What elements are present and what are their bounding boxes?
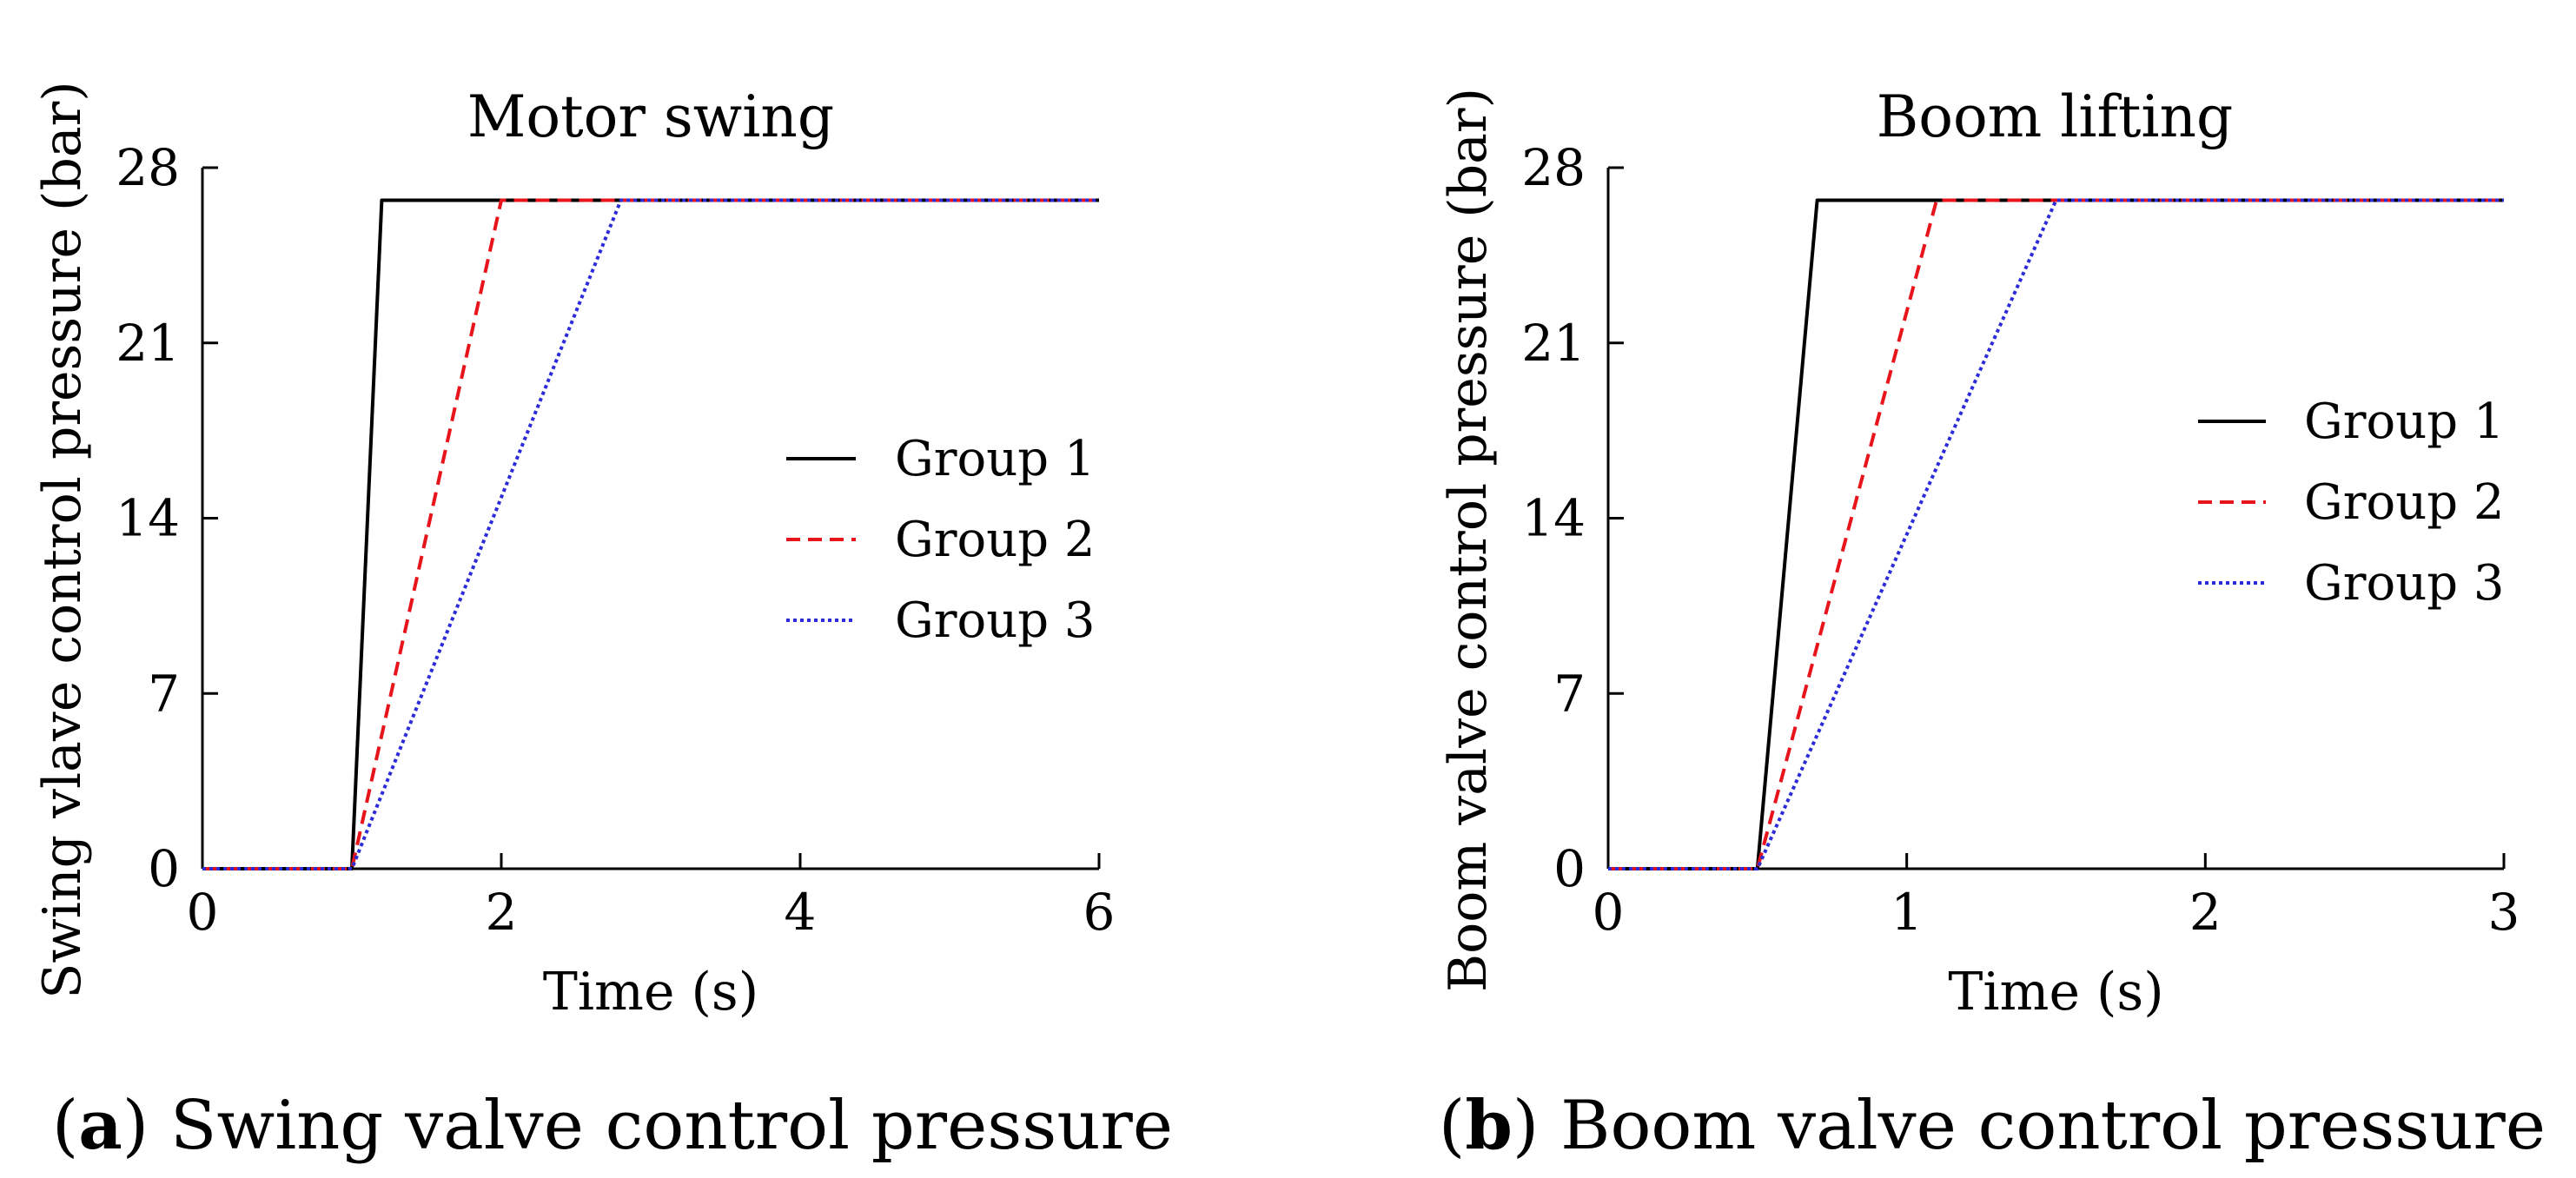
y-tick-label: 7 [148,664,180,723]
y-tick-label: 28 [1521,138,1586,197]
chart-title: Boom lifting [1877,83,2234,150]
y-tick-label: 14 [116,489,180,548]
series-line-group-3 [1608,198,2504,870]
x-tick-label: 1 [1891,883,1923,942]
x-tick-label: 0 [187,883,219,942]
x-tick-label: 2 [486,883,518,942]
x-axis-label: Time (s) [543,962,758,1022]
caption-text: Boom valve control pressure [1539,1087,2546,1165]
y-tick-label: 14 [1521,489,1586,548]
y-tick-label: 21 [1521,314,1586,373]
legend-label-group-2: Group 2 [895,512,1096,568]
caption-letter: b [1465,1086,1513,1165]
y-tick-label: 0 [1553,839,1586,898]
panel-a-motor-swing: Motor swing 0 7 14 21 28 0 2 4 6 Time (s) Swing vla… [32,81,1173,1165]
x-tick-label: 2 [2189,883,2222,942]
series-line-group-3 [202,198,1099,870]
panel-caption: (a) Swing valve control pressure [52,1086,1173,1165]
x-axis-label: Time (s) [1948,962,2163,1022]
x-tick-label: 6 [1083,883,1116,942]
y-tick-label: 7 [1553,664,1586,723]
y-axis-label: Swing vlave control pressure (bar) [32,81,93,998]
panel-caption: (b) Boom valve control pressure [1439,1086,2546,1165]
chart-title: Motor swing [467,83,834,150]
caption-text: Swing valve control pressure [149,1087,1173,1165]
y-tick-label: 28 [116,138,180,197]
legend-label-group-2: Group 2 [2304,474,2505,531]
x-tick-label: 4 [785,883,817,942]
series-line-group-2 [1608,198,2504,870]
legend-label-group-1: Group 1 [2304,394,2505,450]
x-tick-label: 3 [2488,883,2520,942]
legend: Group 1 Group 2 Group 3 [786,431,1096,649]
y-axis-label: Boom valve control pressure (bar) [1438,88,1499,992]
y-tick-label: 0 [148,839,180,898]
panel-b-boom-lifting: Boom lifting 0 7 14 21 28 0 1 2 3 Time (s) Boom val… [1438,83,2546,1165]
legend-label-group-1: Group 1 [895,431,1096,487]
legend: Group 1 Group 2 Group 3 [2198,394,2505,612]
legend-label-group-3: Group 3 [895,592,1096,649]
caption-letter: a [78,1086,123,1165]
legend-label-group-3: Group 3 [2304,555,2505,612]
x-tick-label: 0 [1593,883,1625,942]
series-line-group-2 [202,198,1099,870]
series-line-group-1 [1608,198,2504,870]
y-tick-label: 21 [116,314,180,373]
